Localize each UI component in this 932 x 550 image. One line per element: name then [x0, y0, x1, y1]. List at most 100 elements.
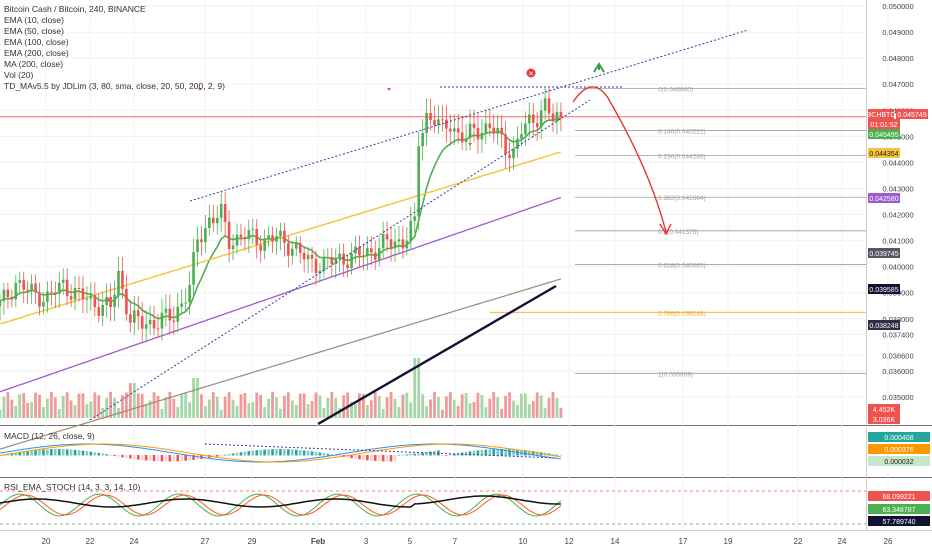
volume-bar: [365, 405, 369, 418]
volume-bar: [30, 402, 33, 418]
volume-bar: [393, 398, 397, 418]
macd-histogram-bar: [156, 455, 160, 462]
volume-bar: [192, 378, 195, 418]
volume-bar: [148, 400, 152, 418]
pane-value-tag-text: 0.000408: [884, 435, 913, 442]
volume-bar: [539, 395, 543, 418]
macd-histogram-bar: [22, 451, 25, 456]
main-pane[interactable]: [0, 0, 866, 425]
sell-signal-icon: [387, 88, 391, 91]
candle-body: [129, 314, 132, 323]
candle-body: [50, 291, 53, 293]
price-tag: BCHBTC: [867, 109, 895, 119]
candle-body: [144, 324, 148, 329]
candle-body: [330, 257, 334, 265]
volume-bar: [164, 397, 168, 418]
macd-histogram-bar: [504, 449, 507, 456]
macd-histogram-bar: [105, 454, 108, 456]
volume-bar: [125, 392, 128, 418]
candle-body: [326, 257, 330, 259]
candle-body: [140, 316, 144, 329]
volume-bar: [527, 404, 531, 418]
candle-body: [231, 245, 235, 250]
volume-bar: [318, 395, 322, 418]
lower-trendline: [89, 99, 591, 421]
candle-body: [472, 123, 476, 128]
candle-body: [14, 282, 18, 300]
legend-ema200[interactable]: EMA (200, close): [4, 48, 69, 58]
candle-body: [366, 248, 369, 257]
volume-bar: [314, 392, 318, 418]
volume-bar: [338, 407, 342, 418]
price-tag-text: 01:01:52: [870, 122, 897, 129]
candle-body: [259, 244, 262, 251]
volume-bar: [362, 393, 365, 418]
macd-histogram-bar: [310, 451, 314, 456]
price-tag-bg: [868, 148, 900, 158]
ma200-line: [317, 284, 557, 426]
pane-value-tag-text: 0.000032: [884, 459, 913, 466]
macd-histogram-bar: [370, 455, 373, 461]
pane-value-tag-text: 57.789740: [882, 519, 915, 526]
candle-body: [456, 128, 460, 133]
candle-body: [30, 283, 33, 290]
volume-bar: [369, 400, 373, 418]
legend-td-ma[interactable]: TD_MAv5.5 by JDLim (3, 80, sma, close, 2…: [4, 81, 225, 91]
macd-legend[interactable]: MACD (12, 26, close, 9): [4, 431, 95, 441]
rsi-legend[interactable]: RSI_EMA_STOCH (14, 3, 3, 14, 10): [4, 482, 141, 492]
macd-histogram-bar: [42, 449, 45, 456]
candle-body: [219, 203, 223, 218]
legend-ema100[interactable]: EMA (100, close): [4, 37, 69, 47]
sell-signal-icon: [198, 88, 202, 91]
macd-histogram-bar: [73, 449, 77, 456]
time-axis[interactable]: 20 22 24 27 29 Feb 3 5 7 10 12 14 17 19 22 24 26: [42, 537, 893, 546]
time-tick-label: 20: [42, 537, 51, 546]
time-tick-label: 22: [86, 537, 95, 546]
candle-body: [524, 123, 527, 135]
legend-ma200[interactable]: MA (200, close): [4, 59, 64, 69]
volume-bar: [168, 392, 172, 418]
candle-body: [101, 304, 104, 316]
candle-body: [484, 123, 488, 133]
candle-body: [449, 128, 452, 132]
price-tick-label: 0.040000: [882, 263, 913, 272]
legend-ema50[interactable]: EMA (50, close): [4, 26, 64, 36]
legend-volume[interactable]: Vol (20): [4, 70, 34, 80]
time-tick-label: 10: [519, 537, 528, 546]
volume-bar: [508, 392, 511, 418]
candle-body: [251, 228, 255, 230]
volume-bar: [10, 399, 14, 418]
volume-bar: [247, 403, 251, 418]
price-tag-bg: [868, 248, 900, 258]
macd-histogram-bar: [215, 455, 219, 457]
volume-bar: [334, 398, 338, 418]
volume-bar: [34, 392, 37, 418]
macd-histogram-bar: [291, 449, 294, 456]
volume-bar: [547, 397, 551, 418]
price-tick-label: 0.036600: [882, 351, 913, 360]
candle-body: [460, 132, 464, 143]
macd-histogram-bar: [109, 454, 112, 456]
price-tag-bg: [868, 109, 894, 119]
legend-ema10[interactable]: EMA (10, close): [4, 15, 64, 25]
volume-bar: [488, 398, 492, 418]
stoch-k-line: [0, 493, 562, 517]
candle-body: [73, 287, 77, 300]
volume-bar: [310, 401, 314, 418]
macd-histogram-bar: [287, 449, 290, 456]
projection-curve: [572, 86, 667, 233]
volume-bar: [128, 383, 132, 418]
price-axis[interactable]: 0.0500000.0490000.0480000.0470000.046000…: [882, 2, 913, 402]
volume-bar: [389, 392, 393, 418]
price-tag-bg: [868, 119, 900, 129]
price-tag-text: 0.045749: [897, 112, 926, 119]
symbol-title[interactable]: Bitcoin Cash / Bitcoin, 240, BINANCE: [4, 4, 146, 14]
macd-histogram-bar: [219, 455, 223, 456]
volume-bar: [255, 392, 259, 418]
candle-body: [381, 234, 385, 249]
volume-bar: [42, 407, 45, 418]
candle-body: [322, 257, 326, 271]
volume-bar: [279, 408, 282, 418]
volume-bar: [405, 392, 409, 418]
